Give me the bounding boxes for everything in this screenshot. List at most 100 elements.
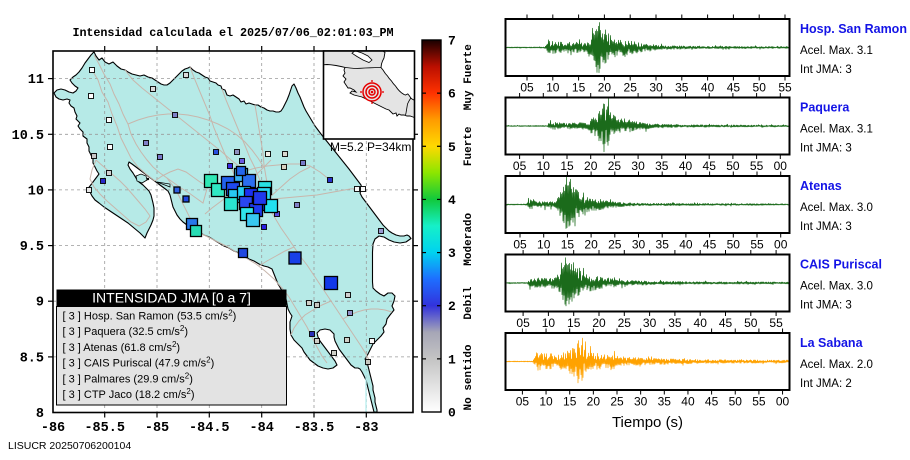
seismogram-box [504,96,791,156]
colorbar-category-label: Muy Fuerte [463,44,475,110]
station-marker [106,117,112,123]
time-tick-label: 35 [658,395,672,409]
station-marker [223,196,239,212]
station-name: CAIS Puriscal [800,258,882,272]
colorbar [421,39,442,413]
station-marker [150,86,156,92]
time-tick-label: 50 [744,316,758,330]
time-tick-label: 15 [561,238,575,252]
station-marker [314,302,320,308]
station-marker [327,177,333,183]
time-tick-label: 30 [631,159,645,173]
station-marker [173,186,181,194]
station-marker [89,67,95,73]
seismogram-trace [506,98,789,153]
station-marker [86,187,92,193]
station-marker [345,292,351,298]
time-tick-label: 30 [632,238,646,252]
time-tick-label: 55 [752,395,766,409]
station-marker [227,163,233,169]
road-line [263,187,362,200]
seismogram-panel: 05 10 15 20 25 30 35 40 45 50 55 00 La Sabana Acel. M… [504,328,873,409]
time-tick-label: 25 [608,238,622,252]
time-tick-label: 45 [705,395,719,409]
station-marker [306,300,312,306]
time-tick-label: 50 [729,395,743,409]
time-tick-label: 50 [726,159,740,173]
colorbar-tick-label: 5 [448,140,456,155]
time-tick-label: 45 [719,316,733,330]
x-tick-label: -84 [250,421,274,436]
time-tick-label: 05 [520,81,534,95]
colorbar-tick-label: 0 [448,406,456,421]
road-line [89,159,151,227]
islet [146,177,150,181]
time-tick-label: 40 [701,81,715,95]
time-tick-label: 25 [610,395,624,409]
seismogram-trace [506,22,789,73]
colorbar-tick-label: 2 [448,299,456,314]
seismogram-trace [506,176,789,229]
station-marker [252,190,268,206]
station-marker [331,350,337,356]
station-marker [234,149,240,155]
time-tick-label: 15 [563,395,577,409]
station-marker [107,144,113,150]
y-tick-label: 8.5 [20,351,44,366]
seismogram-panel: 05 10 15 20 25 30 35 40 45 50 55 CAIS Puriscal Acel.… [504,250,882,330]
station-marker [282,151,288,157]
station-marker [182,195,190,203]
time-tick-label: 30 [634,395,648,409]
y-tick-label: 8 [36,407,44,422]
y-tick-label: 11 [28,73,44,88]
time-tick-label: 00 [774,159,788,173]
colorbar-category-label: Debil [463,286,475,319]
colorbar-tick-label: 1 [448,352,456,367]
epicenter-ring [368,88,376,96]
time-tick-label: 05 [516,395,530,409]
station-marker [239,158,245,164]
accel-max-label: Acel. Max. 3.0 [800,202,873,214]
legend-header [56,289,287,307]
map-frame [52,50,414,414]
time-tick-label: 20 [598,81,612,95]
epicenter-ring [362,82,382,102]
y-tick-label: 9 [36,296,44,311]
epicenter-ring [365,85,379,99]
footer-id: LISUCR 20250706200104 [8,440,131,452]
accel-max-label: Acel. Max. 2.0 [800,359,873,371]
seismogram-trace [506,257,789,307]
time-tick-label: 55 [778,81,792,95]
station-marker [143,140,149,146]
legend-entry: [ 3 ] Paquera (32.5 cm/s2) [63,324,189,339]
time-tick-label: 45 [727,81,741,95]
inset-frame [322,50,416,140]
int-jma-label: Int JMA: 3 [800,64,852,76]
time-tick-label: 20 [587,395,601,409]
accel-max-label: Acel. Max. 3.0 [800,281,873,293]
seismogram-box [504,175,791,234]
time-tick-label: 40 [681,395,695,409]
time-tick-label: 00 [776,395,790,409]
station-marker [241,173,257,189]
time-tick-label: 10 [539,395,553,409]
road-line [124,69,249,175]
time-tick-label: 05 [513,159,527,173]
station-marker [314,338,320,344]
station-marker [172,112,178,118]
road-line [269,166,311,198]
colorbar-tick-label: 7 [448,34,456,49]
int-jma-label: Int JMA: 3 [800,143,852,155]
inset-lake [351,51,373,63]
legend-title: INTENSIDAD JMA [0 a 7] [92,290,251,306]
station-marker [288,251,302,265]
legend-entry: [ 3 ] CAIS Puriscal (47.9 cm/s2) [63,355,215,370]
time-tick-label: 55 [750,238,764,252]
x-tick-label: -83 [354,421,378,436]
legend-entry: [ 3 ] Atenas (61.8 cm/s2) [63,339,181,354]
road-line [154,168,208,187]
y-tick-label: 10 [28,184,44,199]
station-marker [344,337,350,343]
time-tick-label: 15 [567,316,581,330]
time-tick-label: 35 [668,316,682,330]
